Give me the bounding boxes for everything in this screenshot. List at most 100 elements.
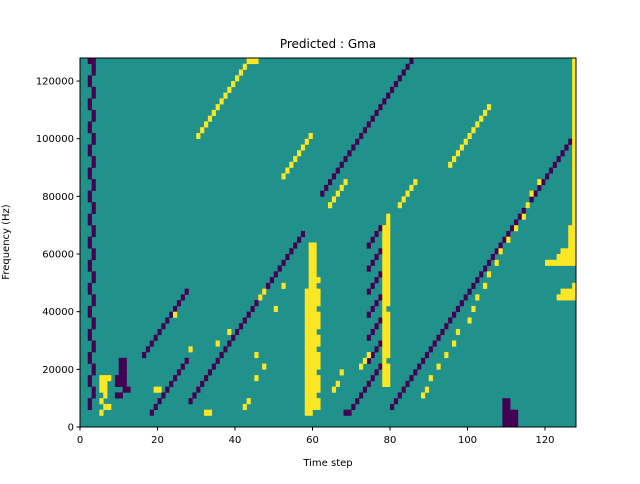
heatmap-cell-low (91, 346, 96, 353)
heatmap-cell-high (421, 392, 426, 399)
heatmap-cell-low (490, 254, 495, 261)
heatmap-cell-high (273, 305, 278, 312)
heatmap-cell-low (428, 346, 433, 353)
heatmap-cell-high (572, 127, 577, 134)
heatmap-cell-low (331, 173, 337, 180)
heatmap-cell-low (161, 323, 166, 330)
heatmap-cell-high (467, 132, 472, 140)
heatmap-cell-low (405, 63, 410, 70)
heatmap-cell-high (382, 248, 387, 255)
heatmap-cell-high (564, 254, 569, 261)
heatmap-cell-low (188, 398, 193, 405)
heatmap-cell-high (572, 173, 577, 180)
heatmap-cell-low (355, 398, 360, 405)
heatmap-cell-low (370, 328, 375, 336)
heatmap-cell-high (308, 334, 313, 341)
heatmap-cell-high (308, 352, 313, 359)
heatmap-cell-low (219, 352, 224, 359)
heatmap-cell-low (374, 300, 379, 307)
chart-title: Predicted : Gma (280, 37, 376, 51)
heatmap-cell-high (572, 109, 577, 116)
heatmap-cell-high (312, 403, 317, 411)
heatmap-cell-high (312, 392, 317, 399)
heatmap-cell-high (289, 161, 294, 168)
heatmap-cell-low (142, 352, 147, 359)
heatmap-cell-low (424, 352, 430, 359)
heatmap-cell-low (87, 173, 92, 180)
heatmap-cell-low (87, 150, 92, 157)
heatmap-cell-low (231, 334, 236, 341)
heatmap-cell-high (572, 288, 577, 295)
heatmap-cell-low (180, 363, 185, 370)
heatmap-cell-high (386, 334, 391, 341)
heatmap-cell-high (572, 213, 577, 220)
x-tick-label: 120 (535, 435, 554, 446)
heatmap-cell-high (304, 403, 309, 411)
heatmap-cell-high (308, 242, 313, 249)
heatmap-cell-low (87, 58, 92, 65)
heatmap-cell-low (533, 190, 538, 197)
heatmap-cell-low (483, 265, 488, 272)
heatmap-cell-high (537, 179, 542, 186)
heatmap-cell-high (452, 340, 457, 347)
heatmap-cell-high (386, 236, 391, 243)
heatmap-cell-low (324, 184, 329, 191)
heatmap-cell-low (370, 236, 375, 243)
heatmap-cell-low (87, 380, 92, 387)
heatmap-cell-low (122, 357, 127, 364)
heatmap-cell-high (281, 173, 286, 180)
heatmap-cell-low (153, 403, 158, 411)
heatmap-background (80, 58, 576, 427)
heatmap-cell-low (401, 69, 406, 76)
heatmap-cell-low (514, 409, 519, 416)
heatmap-cell-low (366, 334, 371, 341)
heatmap-cell-low (343, 409, 348, 416)
heatmap-cell-high (246, 58, 251, 65)
heatmap-cell-low (452, 311, 457, 318)
heatmap-cell-high (498, 248, 503, 255)
heatmap-cell-high (382, 369, 387, 376)
heatmap-cell-high (486, 104, 492, 111)
heatmap-cell-high (382, 277, 387, 284)
heatmap-cell-high (556, 259, 561, 266)
heatmap-cell-low (91, 184, 96, 191)
heatmap-cell-high (308, 398, 313, 405)
heatmap-cell-high (386, 311, 391, 318)
heatmap-cell-high (572, 81, 577, 88)
heatmap-cell-high (304, 328, 309, 336)
heatmap-cell-high (413, 179, 418, 186)
heatmap-cell-low (463, 294, 468, 301)
heatmap-cell-low (517, 213, 523, 220)
heatmap-cell-high (506, 236, 511, 243)
heatmap-cell-high (382, 352, 387, 359)
heatmap-cell-low (494, 248, 499, 255)
heatmap-cell-low (281, 259, 286, 266)
heatmap-cell-high (200, 127, 205, 134)
heatmap-cell-high (560, 288, 565, 295)
heatmap-cell-low (347, 150, 352, 157)
heatmap-cell-low (91, 69, 96, 76)
heatmap-cell-high (514, 225, 519, 232)
heatmap-cell-high (103, 380, 108, 387)
heatmap-cell-high (572, 236, 577, 243)
heatmap-cell-low (498, 242, 503, 249)
heatmap-cell-high (386, 317, 391, 324)
heatmap-cell-low (91, 58, 96, 65)
heatmap-cell-low (91, 138, 96, 145)
heatmap-cell-high (304, 288, 309, 295)
heatmap-cell-high (304, 305, 309, 312)
heatmap-cell-low (510, 415, 515, 422)
heatmap-cell-low (91, 156, 96, 163)
heatmap-cell-low (370, 352, 375, 359)
heatmap-cell-high (455, 150, 461, 157)
heatmap-cell-high (312, 254, 317, 261)
heatmap-cell-high (304, 398, 309, 405)
heatmap-cell-high (382, 323, 387, 330)
heatmap-cell-high (99, 398, 104, 405)
heatmap-cell-high (572, 196, 577, 203)
heatmap-cell-low (91, 109, 96, 116)
heatmap-cell-high (308, 277, 313, 284)
heatmap-cell-low (374, 323, 379, 330)
heatmap-cell-low (564, 144, 569, 151)
heatmap-cell-high (308, 409, 313, 416)
